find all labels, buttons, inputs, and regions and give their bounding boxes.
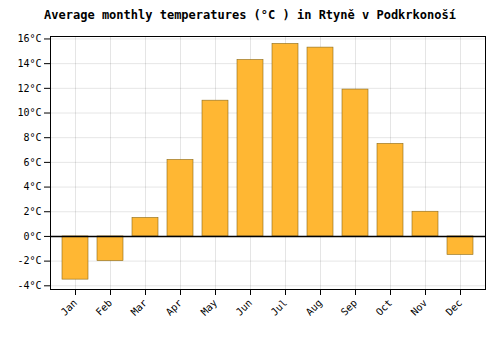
svg-text:Mar: Mar: [129, 297, 150, 318]
svg-text:-2°C: -2°C: [17, 255, 41, 266]
svg-text:Nov: Nov: [409, 297, 430, 318]
svg-text:Dec: Dec: [444, 297, 465, 318]
svg-text:Jan: Jan: [59, 297, 80, 318]
html-text:Average monthly temperatures (: Average monthly temperatures (°C ) in Rt…: [44, 8, 456, 22]
svg-text:2°C: 2°C: [23, 206, 41, 217]
svg-text:4°C: 4°C: [23, 181, 41, 192]
svg-text:Jul: Jul: [269, 297, 290, 318]
svg-text:Aug: Aug: [304, 297, 325, 318]
svg-text:10°C: 10°C: [17, 107, 41, 118]
svg-text:16°C: 16°C: [17, 33, 41, 44]
svg-text:May: May: [199, 297, 220, 318]
svg-text:Jun: Jun: [234, 297, 255, 318]
svg-text:12°C: 12°C: [17, 83, 41, 94]
svg-text:Oct: Oct: [374, 297, 395, 318]
svg-text:Feb: Feb: [94, 297, 115, 318]
svg-text:Apr: Apr: [164, 297, 185, 318]
svg-text:0°C: 0°C: [23, 231, 41, 242]
svg-text:Sep: Sep: [339, 297, 360, 318]
svg-text:6°C: 6°C: [23, 157, 41, 168]
svg-text:-4°C: -4°C: [17, 280, 41, 291]
svg-text:14°C: 14°C: [17, 58, 41, 69]
svg-text:8°C: 8°C: [23, 132, 41, 143]
